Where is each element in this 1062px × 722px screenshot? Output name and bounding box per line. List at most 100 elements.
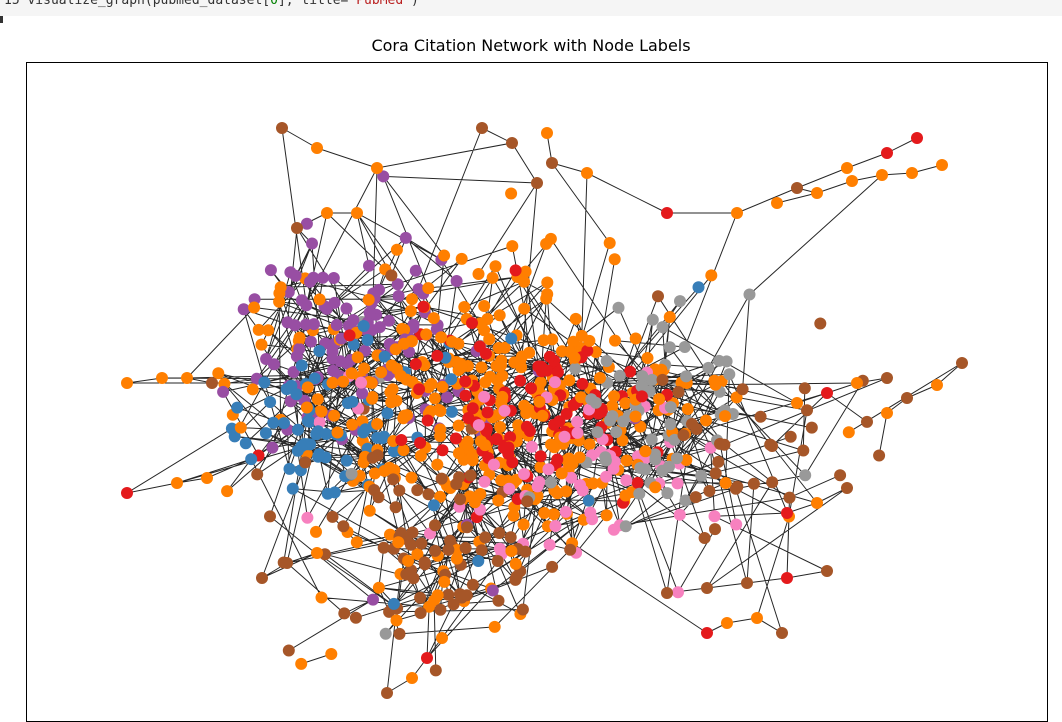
code-token: ) — [411, 0, 419, 8]
graph-node — [546, 157, 558, 169]
graph-node — [326, 376, 339, 389]
graph-node — [646, 313, 659, 326]
graph-node — [537, 334, 550, 347]
graph-node — [664, 401, 677, 414]
graph-node — [280, 383, 293, 396]
graph-node — [366, 392, 378, 405]
graph-node — [460, 589, 473, 602]
graph-node — [842, 426, 855, 439]
code-token: "PubMed" — [348, 0, 412, 8]
graph-node — [295, 440, 308, 453]
graph-node — [494, 421, 507, 433]
graph-node — [747, 477, 760, 490]
graph-node — [436, 444, 449, 457]
graph-node — [563, 374, 576, 387]
graph-node — [281, 557, 293, 569]
graph-node — [291, 222, 303, 234]
graph-node — [663, 341, 676, 354]
graph-node — [266, 441, 279, 454]
graph-node — [461, 521, 474, 534]
graph-node — [423, 600, 436, 613]
graph-node — [564, 543, 577, 556]
graph-node — [653, 393, 666, 405]
graph-node — [519, 545, 532, 558]
graph-node — [421, 652, 433, 664]
graph-node — [434, 603, 447, 616]
graph-node — [547, 508, 560, 521]
graph-node — [206, 377, 218, 389]
graph-node — [581, 167, 593, 179]
graph-node — [418, 556, 431, 569]
graph-node — [677, 429, 690, 442]
graph-node — [381, 407, 394, 420]
graph-node — [641, 352, 654, 364]
graph-node — [821, 387, 833, 399]
graph-node — [629, 410, 642, 423]
graph-node — [392, 290, 405, 302]
graph-node — [723, 368, 736, 381]
graph-node — [422, 282, 435, 295]
graph-node — [306, 237, 318, 250]
graph-node — [532, 360, 545, 373]
graph-node — [645, 433, 658, 446]
graph-node — [633, 487, 646, 500]
graph-node — [316, 271, 329, 284]
graph-node — [876, 169, 888, 181]
graph-node — [649, 453, 662, 466]
graph-node — [956, 357, 968, 369]
graph-node — [608, 390, 620, 403]
graph-node — [415, 537, 428, 550]
graph-node — [300, 401, 313, 414]
graph-node — [121, 487, 133, 499]
graph-node — [295, 359, 308, 372]
graph-node — [613, 369, 626, 382]
graph-node — [754, 410, 767, 423]
graph-node — [287, 366, 300, 378]
graph-node — [413, 383, 426, 396]
graph-node — [459, 542, 472, 554]
graph-node — [454, 493, 467, 506]
code-cell-input[interactable]: 15 visualize_graph(pubmed_dataset[0], ti… — [0, 0, 1062, 16]
graph-node — [396, 322, 409, 335]
graph-node — [455, 361, 468, 374]
graph-node — [881, 147, 893, 159]
graph-node — [515, 361, 528, 374]
graph-node — [436, 632, 448, 644]
cell-output: Cora Citation Network with Node Labels — [0, 16, 1062, 722]
graph-node — [514, 374, 527, 387]
graph-node — [301, 511, 314, 524]
graph-node — [441, 391, 453, 404]
graph-node — [434, 430, 447, 442]
graph-node — [458, 301, 471, 313]
graph-node — [431, 349, 444, 362]
graph-node — [262, 324, 275, 337]
graph-node — [709, 378, 722, 391]
graph-node — [290, 388, 303, 401]
graph-node — [452, 337, 465, 350]
graph-node — [327, 364, 340, 377]
code-line: 15 visualize_graph(pubmed_dataset[0], ti… — [4, 0, 419, 8]
graph-node — [509, 264, 522, 277]
graph-node — [406, 293, 418, 306]
graph-node — [452, 419, 465, 432]
graph-node — [345, 467, 358, 480]
graph-node — [493, 527, 506, 539]
graph-node — [479, 531, 492, 544]
graph-node — [475, 544, 488, 557]
graph-node — [274, 281, 287, 294]
graph-node — [799, 469, 812, 482]
graph-node — [472, 268, 485, 280]
graph-node — [268, 358, 280, 371]
graph-node — [466, 317, 478, 329]
graph-node — [671, 477, 684, 490]
plot-axes — [26, 62, 1048, 722]
graph-node — [698, 532, 711, 544]
graph-node — [534, 376, 547, 389]
graph-node — [221, 485, 234, 498]
graph-node — [435, 472, 448, 485]
graph-node — [276, 122, 288, 134]
graph-node — [609, 334, 621, 347]
graph-node — [656, 373, 669, 386]
graph-node — [267, 416, 280, 429]
graph-node — [504, 531, 517, 544]
